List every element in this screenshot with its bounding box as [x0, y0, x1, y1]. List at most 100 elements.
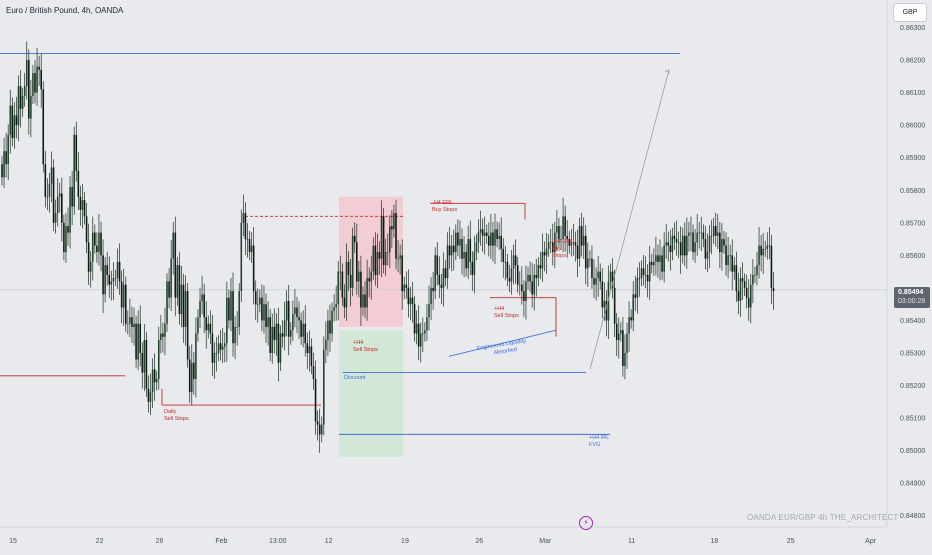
candle-body: [135, 323, 137, 360]
candle-body: [603, 300, 606, 308]
candle-body: [510, 268, 513, 282]
candle-body: [120, 281, 123, 308]
candle-body: [669, 245, 672, 253]
candle-body: [473, 252, 476, 275]
candle-body: [108, 274, 111, 285]
candle-body: [556, 226, 558, 233]
candle-body: [661, 255, 663, 272]
candle-body: [438, 274, 441, 285]
candle-body: [494, 229, 496, 246]
candle-body: [636, 278, 639, 298]
candle-body: [67, 226, 69, 233]
candle-body: [609, 271, 612, 282]
candle-body: [79, 196, 82, 210]
candle-body: [463, 252, 465, 259]
candle-body: [124, 284, 127, 324]
candle-body: [558, 226, 560, 240]
projection-arrow: [589, 69, 670, 370]
candle-body: [504, 261, 507, 263]
y-tick-label: 0.85100: [900, 416, 925, 423]
candle-body: [374, 245, 377, 275]
candle-body: [306, 343, 309, 354]
candle-body: [230, 291, 232, 321]
candle-body: [706, 252, 709, 259]
y-tick-label: 0.85300: [900, 351, 925, 358]
candle-body: [184, 291, 187, 327]
candle-body: [405, 284, 408, 288]
candle-body: [75, 134, 78, 171]
candle-body: [157, 339, 160, 380]
candle-body: [232, 291, 234, 344]
candle-body: [190, 362, 193, 393]
candle-body: [236, 326, 238, 328]
candle-body: [42, 89, 45, 165]
candle-body: [3, 151, 5, 178]
candle-body: [89, 261, 92, 272]
candle-body: [370, 271, 373, 282]
candle-body: [353, 235, 356, 243]
candle-body: [279, 333, 282, 363]
candle-body: [386, 252, 389, 253]
candle-body: [104, 265, 106, 295]
candle-body: [624, 353, 626, 367]
candle-body: [686, 235, 688, 256]
candle-body: [378, 252, 381, 259]
currency-button[interactable]: GBP: [893, 3, 927, 22]
candle-body: [96, 245, 98, 253]
x-tick-label: 12: [325, 538, 333, 545]
candle-body: [492, 232, 494, 246]
candle-body: [692, 232, 694, 253]
candle-body: [411, 297, 414, 305]
candle-body: [102, 255, 104, 295]
candle-body: [640, 268, 643, 279]
candle-body: [389, 226, 391, 253]
candle-body: [180, 284, 183, 314]
candle-body: [318, 424, 321, 435]
candle-body: [634, 294, 637, 298]
candle-body: [648, 261, 651, 282]
h4-erl-buy-stops-label: -H4 ERL: [432, 200, 453, 206]
candle-body: [417, 323, 420, 347]
candle-body: [298, 317, 300, 321]
candle-body: [401, 255, 403, 292]
candle-body: [193, 362, 195, 380]
candle-body: [300, 320, 302, 337]
candle-body: [153, 369, 156, 383]
candle-body: [690, 232, 692, 234]
candle-body: [593, 278, 595, 285]
candle-body: [252, 245, 255, 292]
candle-body: [358, 271, 360, 282]
candle-body: [116, 261, 119, 279]
candle-body: [356, 242, 358, 282]
candle-body: [71, 187, 73, 207]
candle-body: [261, 297, 263, 321]
candle-body: [147, 388, 150, 402]
candle-body: [440, 284, 443, 288]
candle-body: [739, 278, 742, 301]
candle-body: [149, 392, 152, 402]
h4-erl-buy-stops-label-2: -H4 ERL: [552, 239, 573, 245]
candle-body: [469, 239, 472, 262]
h4-sell-stops-label: +H4: [353, 340, 363, 346]
candle-body: [391, 226, 393, 230]
candle-body: [223, 343, 226, 347]
candle-body: [308, 346, 311, 354]
candle-body: [160, 333, 162, 340]
candle-body: [512, 255, 515, 269]
candle-body: [331, 310, 333, 334]
candle-body: [52, 167, 55, 223]
candle-body: [444, 268, 447, 279]
candle-body: [393, 213, 395, 230]
candle-body: [459, 239, 461, 246]
daily-sell-stops-label: Sell Stops: [164, 416, 189, 422]
x-tick-label: Mar: [539, 538, 552, 545]
candle-body: [63, 222, 65, 253]
lightning-bolt-icon[interactable]: ⚡: [579, 516, 593, 530]
candle-body: [545, 248, 548, 256]
candle-body: [254, 291, 257, 305]
candle-body: [366, 278, 368, 308]
candle-body: [448, 245, 451, 256]
candle-body: [646, 274, 649, 282]
y-tick-label: 0.84900: [900, 481, 925, 488]
